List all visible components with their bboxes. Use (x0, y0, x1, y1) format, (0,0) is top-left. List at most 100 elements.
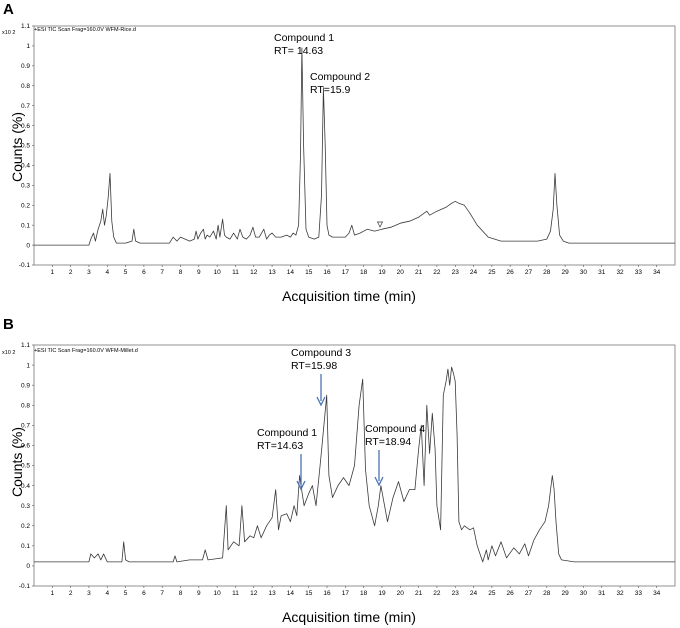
panel-a-y-ticks: -0.1 0 0.1 0.2 0.3 0.4 0.5 0.6 0.7 0.8 0.9 1 1.1 (19, 23, 34, 269)
panel-a-marker-icon (376, 221, 384, 228)
panel-b-x-tick-label: 17 (342, 590, 350, 597)
panel-b-y-tick-label: -0.1 (19, 583, 31, 590)
panel-a-x-tick-label: 23 (452, 269, 460, 276)
panel-a-x-tick-label: 29 (561, 269, 569, 276)
panel-a-x-tick-label: 11 (232, 269, 239, 276)
panel-a-y-tick-label: -0.1 (19, 262, 31, 269)
panel-a-x-tick-label: 3 (87, 269, 91, 276)
panel-b-x-tick-label: 12 (250, 590, 258, 597)
annotation-compound-label: Compound 3 (291, 347, 351, 359)
panel-a-y-multiplier: x10 2 (2, 30, 15, 36)
panel-a-x-tick-label: 25 (488, 269, 496, 276)
panel-b-x-tick-label: 8 (179, 590, 183, 597)
panel-b-annotation: Compound 1RT=14.63 (257, 427, 317, 491)
panel-b-x-tick-label: 3 (87, 590, 91, 597)
panel-b-x-axis-label: Acquisition time (min) (282, 609, 416, 625)
panel-a-y-axis-label: Counts (%) (9, 112, 25, 182)
panel-a-x-tick-label: 24 (470, 269, 478, 276)
panel-b-y-tick-label: 0.7 (21, 423, 30, 430)
panel-b-x-tick-label: 33 (635, 590, 643, 597)
panel-a-x-tick-label: 21 (415, 269, 423, 276)
panel-a-x-tick-label: 14 (287, 269, 295, 276)
panel-a-tic-trace (34, 47, 675, 246)
panel-a-annotation: Compound 2RT=15.9 (310, 71, 370, 96)
panel-b-x-tick-label: 7 (160, 590, 164, 597)
panel-a-x-tick-label: 13 (268, 269, 276, 276)
panel-a-x-tick-label: 34 (653, 269, 661, 276)
panel-b-y-tick-label: 0.4 (21, 483, 30, 490)
annotation-rt-label: RT=18.94 (365, 436, 411, 448)
panel-a-x-tick-label: 19 (378, 269, 386, 276)
panel-b: B +ESI TIC Scan Frag=160.0V WFM-Millet.d… (2, 316, 676, 625)
panel-a-y-tick-label: 0.5 (21, 143, 30, 150)
panel-a-x-tick-label: 31 (598, 269, 606, 276)
panel-b-x-tick-label: 18 (360, 590, 368, 597)
panel-a-x-tick-label: 7 (160, 269, 164, 276)
panel-b-x-tick-label: 25 (488, 590, 496, 597)
panel-a-annotations: Compound 1RT= 14.63 Compound 2RT=15.9 (274, 32, 370, 96)
panel-a-y-tick-label: 0.3 (21, 183, 30, 190)
panel-b-x-tick-label: 10 (214, 590, 222, 597)
panel-a-x-tick-label: 17 (342, 269, 350, 276)
annotation-rt-label: RT=14.63 (257, 440, 303, 452)
panel-a-x-tick-label: 5 (124, 269, 128, 276)
panel-b-x-tick-label: 19 (378, 590, 386, 597)
panel-b-x-tick-label: 16 (323, 590, 331, 597)
panel-a-x-tick-label: 20 (397, 269, 405, 276)
annotation-arrowhead-icon (374, 476, 384, 487)
annotation-compound-label: Compound 1 (274, 32, 334, 44)
panel-a-annotation: Compound 1RT= 14.63 (274, 32, 334, 57)
panel-a-y-tick-label: 1.1 (21, 23, 30, 30)
panel-a-x-tick-label: 16 (323, 269, 331, 276)
panel-b-x-tick-label: 14 (287, 590, 295, 597)
panel-a-y-tick-label: 0.9 (21, 63, 30, 70)
annotation-rt-label: RT= 14.63 (274, 45, 323, 57)
panel-b-x-tick-label: 2 (69, 590, 73, 597)
panel-b-x-tick-label: 26 (507, 590, 515, 597)
panel-b-annotation: Compound 3RT=15.98 (291, 347, 351, 407)
annotation-arrowhead-icon (316, 396, 326, 407)
panel-b-x-tick-label: 34 (653, 590, 661, 597)
panel-a-x-tick-label: 9 (197, 269, 201, 276)
panel-b-x-tick-label: 32 (616, 590, 624, 597)
panel-b-x-tick-label: 27 (525, 590, 533, 597)
panel-a-y-tick-label: 0.7 (21, 103, 30, 110)
panel-b-header: +ESI TIC Scan Frag=160.0V WFM-Millet.d (34, 348, 138, 354)
panel-a-x-tick-label: 2 (69, 269, 73, 276)
panel-b-y-tick-label: 0.8 (21, 402, 30, 409)
panel-a-x-tick-label: 26 (507, 269, 515, 276)
panel-a-x-tick-label: 12 (250, 269, 258, 276)
panel-b-y-tick-label: 0.1 (21, 543, 30, 550)
panel-a-y-tick-label: 0.2 (21, 202, 30, 209)
panel-b-x-tick-label: 21 (415, 590, 423, 597)
panel-a-y-tick-label: 0.8 (21, 83, 30, 90)
panel-a-x-ticks: 1 2 3 4 5 6 7 8 9 10 11 12 13 14 15 16 17 18 19 20 21 22 23 24 2… (51, 265, 661, 276)
annotation-rt-label: RT=15.98 (291, 360, 337, 372)
panel-a-header: +ESI TIC Scan Frag=160.0V WFM-Rice.d (34, 27, 136, 33)
annotation-compound-label: Compound 2 (310, 71, 370, 83)
panel-b-x-tick-label: 4 (105, 590, 109, 597)
panel-b-y-tick-label: 1.1 (21, 342, 30, 349)
panel-a-x-axis-label: Acquisition time (min) (282, 288, 416, 304)
panel-b-x-ticks: 1 2 3 4 5 6 7 8 9 10 11 12 13 14 15 16 17 18 19 20 21 22 23 24 2… (51, 586, 661, 597)
panel-b-y-ticks: -0.1 0 0.1 0.2 0.3 0.4 0.5 0.6 0.7 0.8 0.9 1 1.1 (19, 342, 34, 590)
panel-b-x-tick-label: 20 (397, 590, 405, 597)
panel-b-x-tick-label: 31 (598, 590, 606, 597)
panel-b-y-tick-label: 0.5 (21, 463, 30, 470)
panel-b-tic-trace (34, 366, 675, 563)
panel-a-x-tick-label: 22 (433, 269, 441, 276)
panel-a-x-tick-label: 15 (305, 269, 313, 276)
panel-b-x-tick-label: 23 (452, 590, 460, 597)
panel-a-y-tick-label: 1 (26, 43, 30, 50)
panel-a-x-tick-label: 6 (142, 269, 146, 276)
panel-b-x-tick-label: 24 (470, 590, 478, 597)
annotation-arrowhead-icon (296, 480, 306, 491)
panel-b-x-tick-label: 28 (543, 590, 551, 597)
panel-a: A +ESI TIC Scan Frag=160.0V WFM-Rice.d x… (2, 1, 676, 304)
panel-b-x-tick-label: 9 (197, 590, 201, 597)
annotation-compound-label: Compound 1 (257, 427, 317, 439)
panel-b-y-tick-label: 0.3 (21, 503, 30, 510)
panel-b-x-tick-label: 29 (561, 590, 569, 597)
panel-a-y-tick-label: 0.4 (21, 163, 30, 170)
panel-b-y-tick-label: 1 (26, 362, 30, 369)
